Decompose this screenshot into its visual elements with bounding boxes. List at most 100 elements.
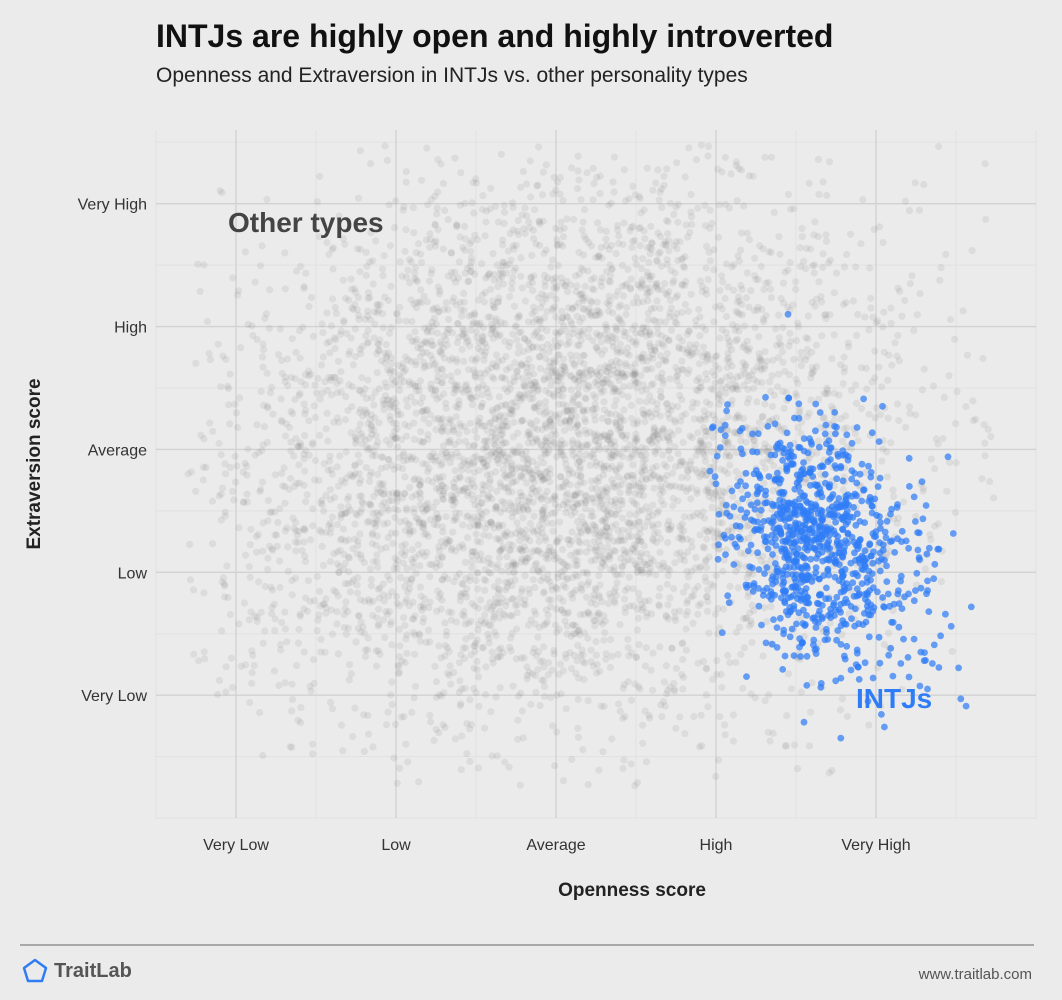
point-other-type [678,308,686,316]
point-other-type [479,399,487,407]
point-other-type [443,341,451,349]
point-other-type [474,604,482,612]
point-other-type [461,437,469,446]
point-other-type [656,535,665,543]
point-other-type [490,583,498,591]
point-other-type [514,716,522,724]
point-other-type [553,728,561,736]
point-other-type [458,312,466,320]
point-other-type [717,465,725,473]
point-other-type [729,737,738,745]
point-other-type [650,471,658,479]
point-other-type [497,482,505,490]
point-other-type [404,266,412,274]
point-other-type [825,158,834,166]
point-other-type [412,409,420,417]
point-other-type [721,294,729,303]
point-other-type [287,447,295,455]
point-other-type [646,250,654,258]
point-other-type [616,621,624,629]
point-other-type [436,393,444,401]
point-other-type [627,532,636,541]
point-other-type [577,529,585,537]
point-other-type [452,618,461,626]
point-other-type [670,241,678,250]
point-other-type [606,428,615,437]
chart-subtitle: Openness and Extraversion in INTJs vs. o… [156,64,748,87]
point-other-type [491,304,499,312]
point-other-type [653,405,661,413]
point-other-type [437,692,445,700]
point-other-type [625,573,633,581]
point-other-type [595,253,603,261]
point-other-type [302,371,310,379]
point-other-type [457,306,465,314]
point-other-type [625,511,634,519]
point-other-type [910,326,918,334]
point-other-type [937,578,946,586]
point-other-type [461,269,469,277]
point-other-type [593,306,601,315]
point-other-type [379,272,387,280]
point-other-type [558,370,566,378]
point-other-type [772,325,780,333]
point-other-type [358,433,366,441]
point-other-type [384,296,392,305]
point-other-type [596,226,605,234]
point-other-type [540,376,548,384]
point-other-type [822,311,830,319]
point-other-type [584,406,592,414]
point-other-type [268,586,277,594]
point-other-type [472,452,480,460]
point-other-type [590,430,598,438]
point-other-type [885,629,893,637]
point-other-type [622,548,630,556]
point-other-type [530,404,538,412]
point-other-type [647,222,655,231]
point-other-type [393,779,401,787]
point-other-type [536,353,544,361]
point-other-type [893,352,901,360]
point-other-type [521,572,529,580]
point-other-type [683,599,691,607]
point-other-type [666,375,674,383]
point-other-type [812,363,821,371]
point-other-type [587,557,595,565]
point-other-type [592,343,600,351]
point-other-type [683,330,691,338]
point-other-type [221,512,229,520]
point-other-type [592,600,600,608]
point-other-type [506,292,514,301]
point-other-type [529,484,537,492]
point-other-type [447,680,455,688]
point-other-type [734,584,742,592]
point-other-type [472,393,480,401]
point-other-type [676,238,684,246]
point-other-type [622,310,630,319]
point-other-type [364,446,372,454]
point-other-type [604,418,613,426]
point-other-type [401,247,409,255]
point-other-type [544,611,552,619]
point-other-type [401,598,409,606]
point-other-type [602,484,611,492]
point-other-type [429,322,437,330]
point-other-type [435,593,443,601]
point-other-type [610,384,618,392]
point-other-type [649,464,657,472]
point-other-type [542,161,550,169]
point-other-type [474,764,483,772]
point-other-type [643,164,651,172]
point-other-type [484,437,492,446]
point-other-type [281,499,289,507]
point-other-type [502,261,510,270]
point-other-type [527,700,535,709]
point-other-type [598,516,606,524]
point-other-type [226,370,234,378]
point-other-type [601,515,609,523]
point-other-type [542,408,550,416]
point-other-type [535,531,543,539]
point-other-type [512,241,520,249]
point-other-type [437,416,445,424]
point-other-type [550,647,558,655]
